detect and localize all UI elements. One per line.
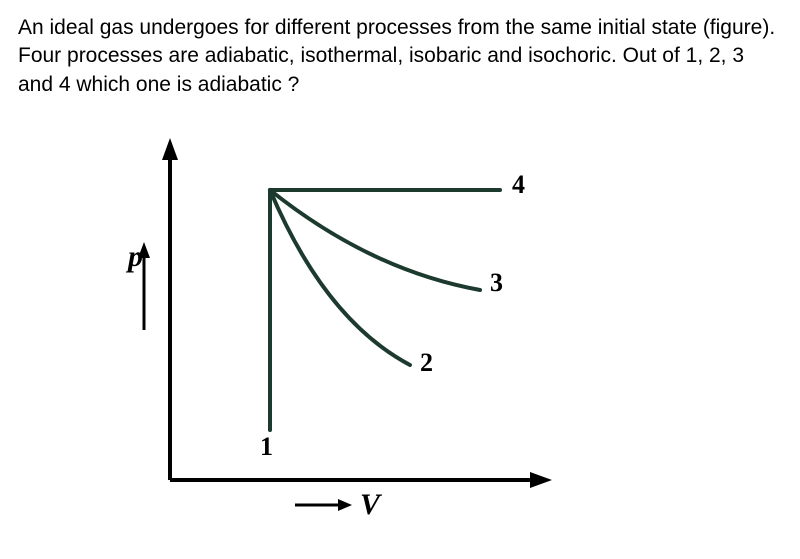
x-axis-label: V: [360, 488, 380, 522]
y-axis-label: p: [128, 240, 143, 274]
question-text: An ideal gas undergoes for different pro…: [18, 14, 782, 99]
curve-2: [270, 190, 410, 365]
curve-label-3: 3: [490, 268, 503, 298]
curve-label-4: 4: [512, 170, 525, 200]
pv-svg: [100, 130, 580, 530]
v-direction-arrow-icon: [338, 499, 352, 511]
curve-label-2: 2: [420, 348, 433, 378]
x-axis-arrow-icon: [530, 472, 552, 488]
curve-3: [270, 190, 480, 290]
curve-label-1: 1: [260, 432, 273, 462]
pv-diagram: p V 1 2 3 4: [100, 130, 580, 530]
y-axis-arrow-icon: [162, 138, 178, 160]
